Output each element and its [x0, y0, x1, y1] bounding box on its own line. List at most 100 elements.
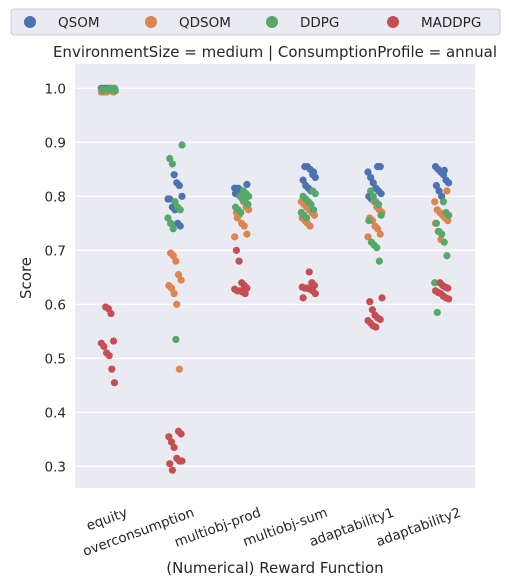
- data-point: [445, 211, 453, 219]
- data-point: [311, 190, 319, 198]
- chart-title: EnvironmentSize = medium | ConsumptionPr…: [53, 43, 497, 61]
- data-point: [99, 86, 107, 95]
- legend-label: QDSOM: [179, 15, 231, 31]
- data-point: [241, 289, 249, 298]
- data-point: [375, 257, 383, 265]
- data-point: [178, 192, 186, 200]
- data-point: [175, 181, 183, 190]
- data-point: [176, 222, 184, 230]
- data-point: [175, 365, 183, 373]
- data-point: [177, 430, 185, 438]
- data-point: [245, 192, 253, 200]
- data-point: [111, 86, 119, 95]
- data-point: [432, 181, 441, 190]
- data-point: [311, 173, 319, 182]
- data-point: [306, 222, 314, 230]
- y-tick-label: 0.6: [45, 297, 66, 313]
- data-point: [243, 180, 251, 189]
- legend-marker: [145, 16, 157, 28]
- data-point: [176, 206, 184, 214]
- data-point: [310, 211, 319, 219]
- data-point: [443, 187, 451, 195]
- x-axis-label: (Numerical) Reward Function: [166, 559, 383, 577]
- data-point: [365, 217, 373, 225]
- data-point: [174, 271, 183, 279]
- x-tick-labels: equityoverconsumptionmultiobj-prodmultio…: [81, 505, 463, 560]
- data-point: [433, 308, 441, 317]
- data-point: [105, 352, 113, 360]
- data-point: [244, 200, 252, 209]
- data-point: [445, 295, 453, 303]
- data-point: [109, 337, 118, 345]
- data-point: [240, 222, 248, 230]
- legend-label: QSOM: [58, 15, 99, 31]
- data-point: [177, 276, 185, 284]
- data-point: [178, 141, 186, 149]
- data-point: [431, 198, 439, 206]
- data-point: [172, 257, 180, 265]
- legend-marker: [387, 16, 399, 28]
- data-point: [178, 457, 186, 465]
- data-point: [435, 187, 443, 195]
- data-point: [311, 289, 319, 298]
- data-point: [172, 335, 180, 344]
- legend-label: MADDPG: [421, 15, 481, 31]
- data-point: [245, 206, 253, 214]
- data-point: [376, 230, 384, 238]
- data-point: [166, 460, 174, 468]
- data-point: [107, 309, 115, 318]
- data-point: [367, 187, 375, 195]
- data-point: [110, 379, 119, 387]
- data-point: [378, 294, 386, 302]
- data-point: [377, 190, 385, 198]
- data-point: [168, 160, 176, 168]
- data-point: [364, 233, 372, 241]
- data-point: [444, 284, 452, 292]
- data-point: [166, 154, 174, 163]
- data-point: [438, 230, 446, 238]
- legend-frame: [10, 8, 501, 36]
- data-point: [377, 211, 385, 219]
- data-point: [439, 198, 448, 206]
- data-point: [445, 179, 453, 187]
- legend-marker: [266, 16, 278, 28]
- data-point: [366, 298, 374, 306]
- data-point: [364, 168, 372, 176]
- data-point: [432, 219, 441, 227]
- data-point: [305, 268, 313, 276]
- data-point: [173, 300, 181, 308]
- data-point: [299, 176, 307, 184]
- legend-items: QSOM QDSOM DDPG MADDPG: [24, 15, 481, 31]
- data-point: [231, 233, 239, 241]
- y-tick-label: 0.5: [45, 351, 66, 367]
- data-point: [376, 163, 384, 171]
- data-point: [431, 279, 439, 287]
- data-point: [169, 252, 177, 260]
- data-point: [170, 443, 178, 452]
- data-point: [438, 192, 446, 200]
- data-point: [170, 171, 178, 179]
- data-point: [373, 244, 381, 252]
- data-point: [369, 179, 377, 187]
- data-point: [108, 365, 116, 373]
- data-point: [302, 214, 311, 222]
- data-point: [440, 166, 448, 175]
- data-point: [369, 192, 377, 200]
- y-tick-label: 0.3: [45, 459, 66, 475]
- grid-lines: [75, 87, 475, 467]
- data-point: [299, 294, 307, 302]
- data-point: [372, 323, 380, 331]
- data-point: [307, 200, 315, 209]
- data-point: [374, 225, 382, 233]
- data-point: [167, 438, 176, 446]
- data-point: [444, 217, 452, 225]
- data-point: [443, 252, 451, 260]
- data-point: [232, 246, 241, 254]
- data-point: [164, 214, 172, 222]
- data-points: [97, 84, 453, 474]
- data-point: [309, 168, 318, 176]
- y-tick-label: 0.8: [45, 189, 66, 205]
- data-point: [168, 466, 176, 474]
- y-tick-label: 0.4: [45, 405, 66, 421]
